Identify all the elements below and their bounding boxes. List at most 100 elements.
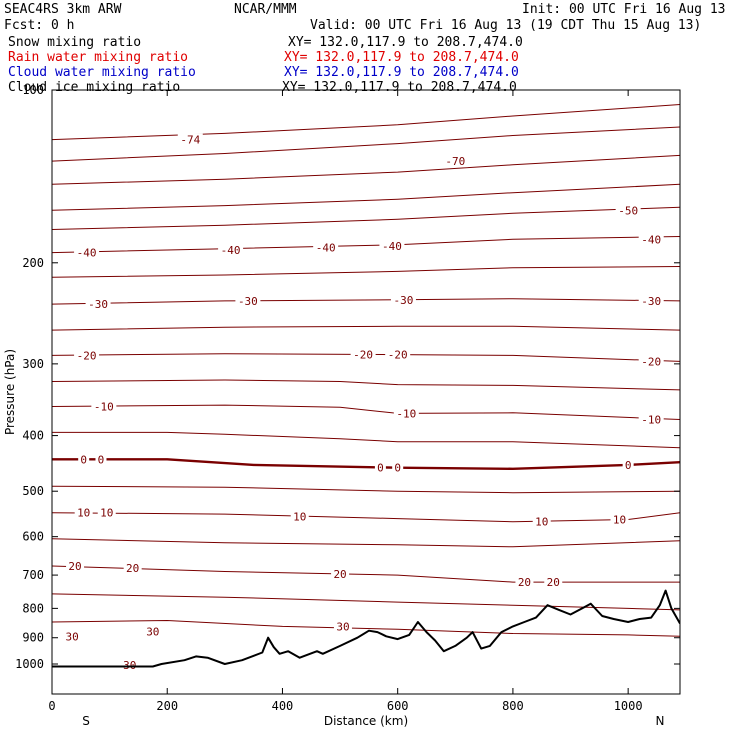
x-tick-label: 600	[387, 699, 409, 713]
isotherm-line	[52, 538, 680, 548]
contour-label-bg	[393, 407, 419, 420]
contour-label-bg	[379, 240, 405, 253]
x-axis-label: Distance (km)	[324, 714, 408, 728]
contour-label-bg	[63, 630, 82, 643]
contour-label: 0	[394, 462, 401, 475]
contour-label: 20	[518, 576, 531, 589]
contour-label: -30	[238, 295, 258, 308]
contour-label: 20	[547, 576, 560, 589]
isotherm-line	[52, 183, 680, 211]
field-cloud-water-xy: XY= 132.0,117.9 to 208.7,474.0	[284, 65, 519, 80]
contour-label: -20	[641, 355, 661, 368]
y-tick-label: 200	[22, 256, 44, 270]
contour-label-bg	[392, 461, 404, 474]
contour-label: 30	[66, 630, 79, 643]
x-axis-start-label: S	[82, 714, 90, 728]
contour-label-bg	[85, 298, 111, 311]
contour-label: -40	[382, 240, 402, 253]
contour-label: 10	[100, 507, 113, 520]
contour-label-bg	[374, 461, 386, 474]
isotherm-line	[52, 206, 680, 230]
init-time: Init: 00 UTC Fri 16 Aug 13	[522, 2, 726, 17]
y-tick-label: 1000	[15, 657, 44, 671]
contour-label: -30	[641, 295, 661, 308]
contour-label-bg	[544, 576, 563, 589]
contour-label-bg	[390, 293, 416, 306]
terrain-profile	[52, 589, 680, 668]
contour-label: 20	[126, 562, 139, 575]
contour-label: -20	[388, 349, 408, 362]
isotherm-line	[52, 298, 680, 305]
contour-label: -30	[88, 298, 108, 311]
field-cloud-ice-label: Cloud ice mixing ratio	[8, 80, 181, 95]
contour-label-bg	[333, 620, 352, 633]
x-tick-label: 1000	[614, 699, 643, 713]
contour-label: -10	[396, 407, 416, 420]
contour-label: 0	[625, 459, 632, 472]
contour-label-bg	[177, 133, 203, 146]
contour-label: -20	[353, 349, 373, 362]
isotherm-line	[52, 104, 680, 141]
contour-label-bg	[66, 560, 85, 573]
field-rain-label: Rain water mixing ratio	[8, 50, 189, 65]
field-snow-label: Snow mixing ratio	[8, 35, 142, 50]
contour-label-bg	[610, 513, 629, 526]
contour-labels: -74 -70 -50 -40 -40 -40 -40 -40 -30 -30 -30 -30 -20 -…	[63, 133, 664, 672]
contour-label-bg	[638, 355, 664, 368]
isotherm-line	[52, 619, 680, 637]
contour-label: 0	[80, 453, 87, 466]
contour-label-bg	[97, 506, 116, 519]
contour-label: -40	[221, 244, 241, 257]
y-tick-label: 800	[22, 601, 44, 615]
forecast-hour: Fcst: 0 h	[4, 18, 75, 33]
isotherm-line	[52, 236, 680, 254]
isotherm-line	[52, 266, 680, 278]
contour-label-bg	[74, 349, 100, 362]
contour-label-bg	[638, 233, 664, 246]
contour-label: 30	[336, 620, 349, 633]
contour-label-bg	[638, 413, 664, 426]
contour-label: -50	[618, 204, 638, 217]
isotherm-line	[52, 379, 680, 391]
field-cloud-ice-xy: XY= 132.0,117.9 to 208.7,474.0	[282, 80, 517, 95]
y-tick-label: 700	[22, 568, 44, 582]
organization: NCAR/MMM	[234, 2, 297, 17]
contour-label: 20	[333, 568, 346, 581]
x-tick-label: 0	[48, 699, 55, 713]
model-name: SEAC4RS 3km ARW	[4, 2, 122, 17]
contour-label-bg	[290, 510, 309, 523]
contour-label-bg	[120, 659, 139, 672]
contour-label: 30	[146, 626, 159, 639]
isotherm-line	[52, 154, 680, 185]
contour-label-bg	[218, 244, 244, 257]
x-tick-label: 200	[156, 699, 178, 713]
plot-frame	[51, 89, 681, 695]
isotherm-line	[52, 485, 680, 494]
contour-label: -40	[641, 233, 661, 246]
contour-label: 0	[98, 453, 105, 466]
contour-label-bg	[350, 348, 376, 361]
contour-label-bg	[442, 155, 468, 168]
isotherm-line	[52, 565, 680, 583]
contour-label-bg	[532, 515, 551, 528]
contour-label-bg	[235, 294, 261, 307]
contour-label: -40	[316, 241, 336, 254]
y-axis-label: Pressure (hPa)	[3, 349, 17, 435]
contour-label-bg	[74, 246, 100, 259]
isotherm-line	[52, 325, 680, 331]
contour-label: 10	[77, 507, 90, 520]
contour-label-bg	[615, 204, 641, 217]
contour-label-bg	[74, 506, 93, 519]
y-tick-label: 600	[22, 530, 44, 544]
isotherm-line	[52, 593, 680, 611]
contour-label: -30	[394, 294, 414, 307]
isotherm-line	[52, 404, 680, 420]
valid-time: Valid: 00 UTC Fri 16 Aug 13 (19 CDT Thu …	[310, 18, 702, 33]
contour-label: 20	[68, 560, 81, 573]
contour-label: 10	[293, 510, 306, 523]
isotherm-line	[52, 431, 680, 449]
contour-label: -74	[180, 134, 200, 147]
contour-label-bg	[78, 453, 90, 466]
contour-label-bg	[95, 453, 107, 466]
